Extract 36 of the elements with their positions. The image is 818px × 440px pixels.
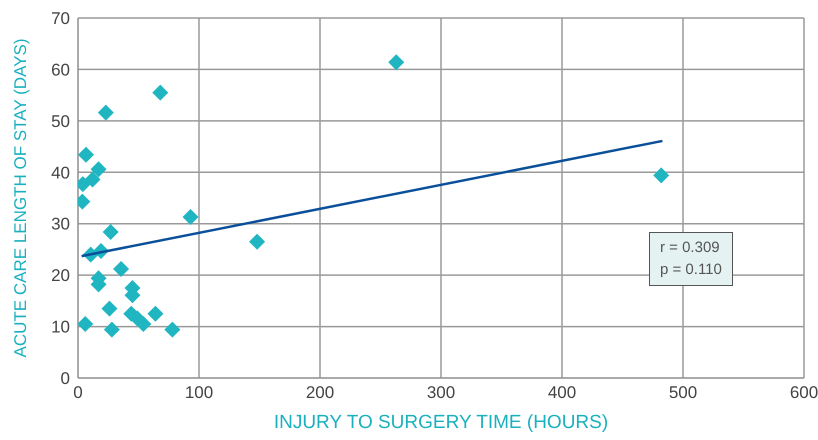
point	[98, 104, 114, 121]
point	[104, 322, 120, 338]
y-tick-label: 10	[51, 318, 70, 337]
point	[102, 224, 119, 240]
point	[78, 146, 94, 163]
point	[90, 161, 107, 178]
annotation: r = 0.309	[660, 238, 721, 258]
x-tick-label: 500	[668, 383, 698, 402]
x-tick-label: 200	[306, 383, 334, 402]
x-tick-label: 400	[548, 383, 576, 402]
point	[113, 260, 130, 277]
annotation: p = 0.110	[660, 260, 722, 280]
point	[101, 300, 118, 317]
x-tick-label: 600	[790, 383, 818, 402]
point	[249, 234, 266, 250]
point	[653, 167, 670, 184]
point	[388, 54, 404, 70]
x-axis-title: INJURY TO SURGERY TIME (HOURS)	[274, 412, 608, 433]
y-tick-label: 50	[51, 112, 70, 131]
point	[152, 84, 168, 101]
y-tick-label: 0	[60, 369, 70, 388]
y-tick-label: 70	[51, 9, 70, 28]
x-tick-label: 100	[184, 383, 214, 402]
y-tick-label: 40	[51, 163, 70, 182]
point	[182, 209, 199, 226]
y-tick-label: 20	[51, 266, 70, 286]
point	[164, 322, 180, 338]
y-axis-title: ACUTE CARE LENGTH OF STAY (DAYS)	[11, 38, 30, 358]
point	[84, 171, 101, 188]
y-tick-label: 30	[51, 214, 70, 234]
point	[147, 306, 164, 322]
point	[78, 316, 94, 332]
y-tick-label: 60	[51, 60, 70, 80]
x-tick-label: 0	[73, 383, 83, 402]
x-tick-label: 300	[426, 383, 456, 402]
stats-box: r = 0.309 p = 0.110	[649, 232, 733, 286]
